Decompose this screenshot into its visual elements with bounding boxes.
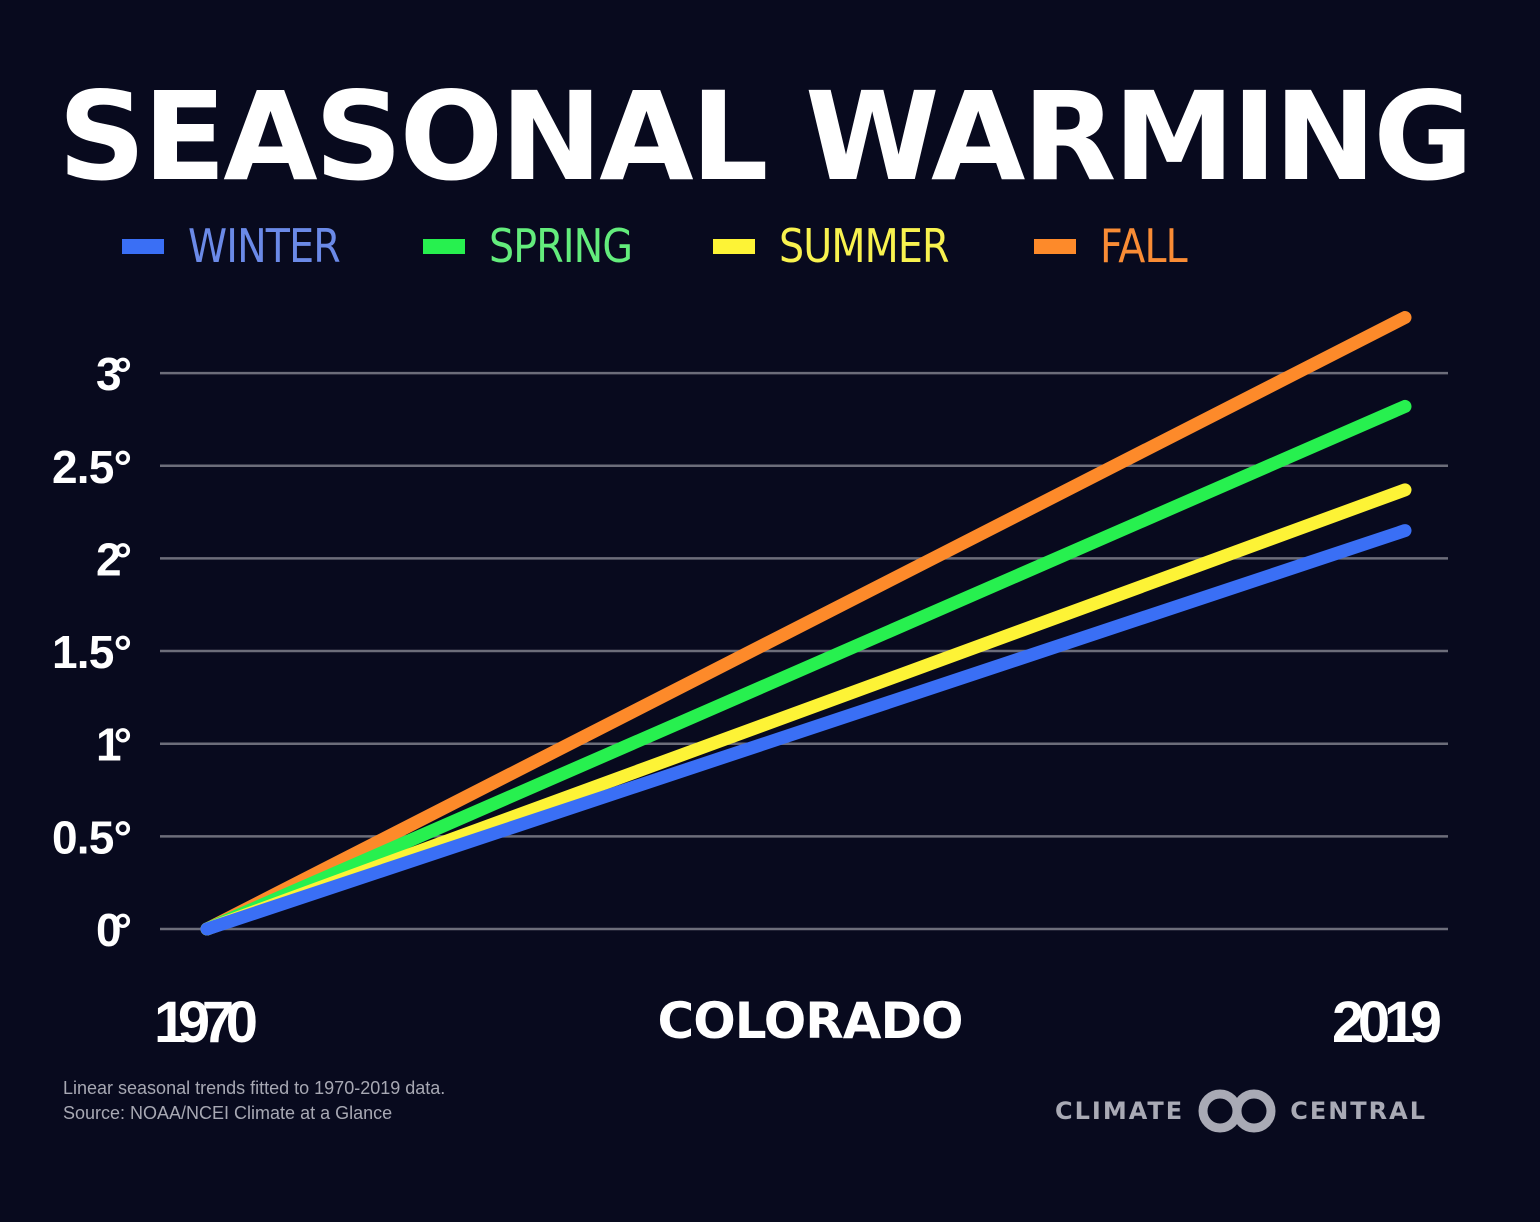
series-line-fall xyxy=(200,311,1412,936)
legend: WINTER SPRING SUMMER FALL xyxy=(122,218,1259,274)
legend-label-spring: SPRING xyxy=(488,219,633,273)
y-axis-ticks: 0° 0.5° 1° 1.5° 2° 2.5° 3° xyxy=(52,348,132,956)
series-line-winter xyxy=(200,524,1412,936)
y-tick-label: 2° xyxy=(96,533,132,585)
y-tick-label: 1.5° xyxy=(52,626,132,678)
series-lines xyxy=(200,311,1412,936)
climate-central-logo: CLIMATE CENTRAL xyxy=(1055,1089,1428,1133)
interlocking-rings-icon xyxy=(1198,1089,1276,1133)
x-tick-label-1970: 1970 xyxy=(154,990,258,1055)
region-label: COLORADO xyxy=(657,992,964,1050)
y-tick-label: 2.5° xyxy=(52,441,132,493)
legend-label-winter: WINTER xyxy=(188,219,341,273)
legend-swatch-fall xyxy=(1034,238,1077,254)
legend-swatch-spring xyxy=(422,238,465,254)
footnote-method: Linear seasonal trends fitted to 1970-20… xyxy=(63,1078,446,1098)
x-tick-label-2019: 2019 xyxy=(1332,990,1442,1055)
legend-item-summer: SUMMER xyxy=(713,218,976,274)
gridlines xyxy=(160,371,1448,931)
legend-item-fall: FALL xyxy=(1034,218,1201,274)
chart-title: SEASONAL WARMING xyxy=(58,66,1473,208)
legend-label-fall: FALL xyxy=(1100,219,1188,273)
x-axis-ticks: 1970 2019 xyxy=(154,990,1442,1055)
logo-text-central: CENTRAL xyxy=(1290,1097,1428,1125)
legend-swatch-winter xyxy=(122,238,164,254)
y-tick-label: 0.5° xyxy=(52,811,132,863)
y-tick-label: 1° xyxy=(96,719,132,771)
series-line-spring xyxy=(200,399,1412,936)
legend-label-summer: SUMMER xyxy=(779,219,950,273)
y-tick-label: 3° xyxy=(96,348,132,400)
logo-text-climate: CLIMATE xyxy=(1055,1097,1185,1125)
legend-swatch-summer xyxy=(713,238,756,254)
footnote: Linear seasonal trends fitted to 1970-20… xyxy=(63,1076,445,1126)
footnote-source: Source: NOAA/NCEI Climate at a Glance xyxy=(63,1103,393,1123)
legend-item-spring: SPRING xyxy=(422,218,656,274)
legend-item-winter: WINTER xyxy=(122,218,365,274)
y-tick-label: 0° xyxy=(96,904,132,956)
